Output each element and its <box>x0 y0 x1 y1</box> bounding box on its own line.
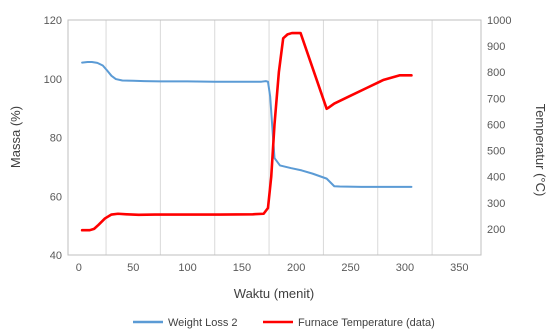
x-tick-label: 250 <box>341 262 359 274</box>
y2-tick-label: 700 <box>487 93 505 105</box>
x-tick-label: 200 <box>287 262 305 274</box>
x-tick-label: 150 <box>233 262 251 274</box>
legend: Weight Loss 2 Furnace Temperature (data) <box>133 317 435 329</box>
y2-axis-title: Temperatur (°C) <box>533 104 548 197</box>
series-line-weight-loss <box>81 61 413 188</box>
y-tick-label: 120 <box>44 15 62 27</box>
y-tick-label: 40 <box>50 250 62 262</box>
x-tick-label: 50 <box>127 262 139 274</box>
y-axis-title: Massa (%) <box>8 106 23 168</box>
right-axis-ticks: 200 300 400 500 600 700 800 900 1000 <box>487 15 511 236</box>
y2-tick-label: 200 <box>487 224 505 236</box>
x-tick-label: 0 <box>76 262 82 274</box>
y2-tick-label: 900 <box>487 41 505 53</box>
y2-tick-label: 400 <box>487 172 505 184</box>
x-tick-label: 100 <box>178 262 196 274</box>
series-layer <box>80 31 413 232</box>
y-tick-label: 100 <box>44 74 62 86</box>
gridlines <box>105 20 433 255</box>
y-tick-label: 80 <box>50 133 62 145</box>
x-tick-label: 300 <box>396 262 414 274</box>
y2-tick-label: 800 <box>487 67 505 79</box>
legend-label-furnace-temperature: Furnace Temperature (data) <box>298 317 435 329</box>
left-axis-ticks: 40 60 80 100 120 <box>44 15 62 262</box>
x-axis-ticks: 0 50 100 150 200 250 300 350 <box>76 262 469 274</box>
y2-tick-label: 500 <box>487 146 505 158</box>
y2-tick-label: 600 <box>487 119 505 131</box>
legend-label-weight-loss: Weight Loss 2 <box>168 317 238 329</box>
series-line-furnace-temperature <box>80 31 413 232</box>
plot-frame <box>67 19 482 256</box>
x-axis-title: Waktu (menit) <box>234 286 314 301</box>
x-tick-label: 350 <box>450 262 468 274</box>
y-tick-label: 60 <box>50 191 62 203</box>
y2-tick-label: 1000 <box>487 15 511 27</box>
y2-tick-label: 300 <box>487 198 505 210</box>
